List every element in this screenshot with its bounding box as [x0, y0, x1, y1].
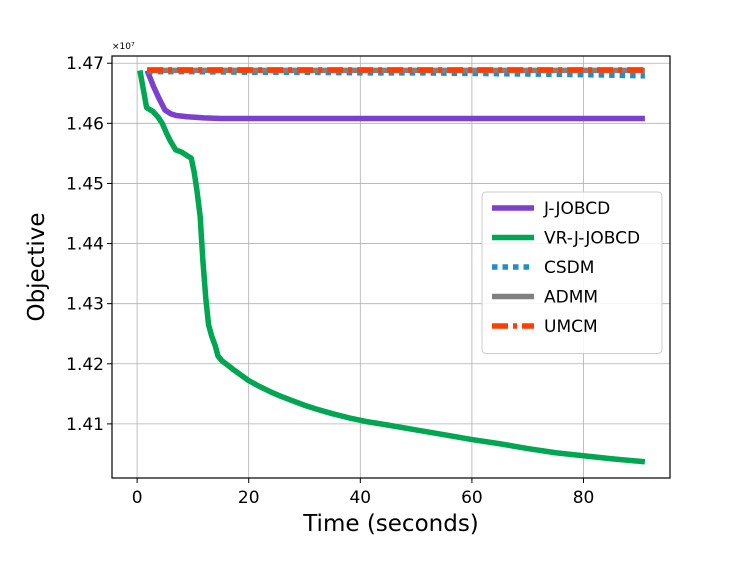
x-tick-label: 60 [461, 488, 483, 508]
y-tick-label: 1.41 [66, 415, 104, 435]
y-tick-label: 1.43 [66, 295, 104, 315]
legend: J-JOBCD VR-J-JOBCD CSDM ADMM UMCM [481, 191, 663, 354]
series-layer [137, 67, 646, 465]
y-tick-label: 1.46 [66, 114, 104, 134]
x-tick-label: 20 [238, 488, 260, 508]
legend-label: CSDM [544, 258, 594, 278]
y-tick-label: 1.45 [66, 174, 104, 194]
y-tick-label: 1.42 [66, 355, 104, 375]
legend-label: ADMM [544, 288, 598, 308]
y-axis-label: Objective [24, 212, 50, 321]
legend-label: UMCM [544, 317, 598, 337]
plot-frame [111, 55, 671, 479]
series-line-j-jobcd [144, 69, 645, 122]
series-line-vr-j-jobcd [137, 69, 646, 465]
x-axis-ticks: 0 20 40 60 80 [132, 478, 595, 508]
y-axis-offset-text: ×10⁷ [112, 42, 135, 52]
x-tick-label: 0 [132, 488, 143, 508]
x-tick-label: 40 [349, 488, 371, 508]
y-axis-ticks: 1.41 1.42 1.43 1.44 1.45 1.46 1.47 [66, 54, 112, 435]
legend-box [481, 191, 663, 354]
legend-label: VR-J-JOBCD [544, 229, 640, 249]
y-tick-label: 1.44 [66, 235, 104, 255]
legend-label: J-JOBCD [543, 199, 610, 219]
y-tick-label: 1.47 [66, 54, 104, 74]
x-tick-label: 80 [573, 488, 595, 508]
x-axis-label: Time (seconds) [302, 511, 479, 537]
